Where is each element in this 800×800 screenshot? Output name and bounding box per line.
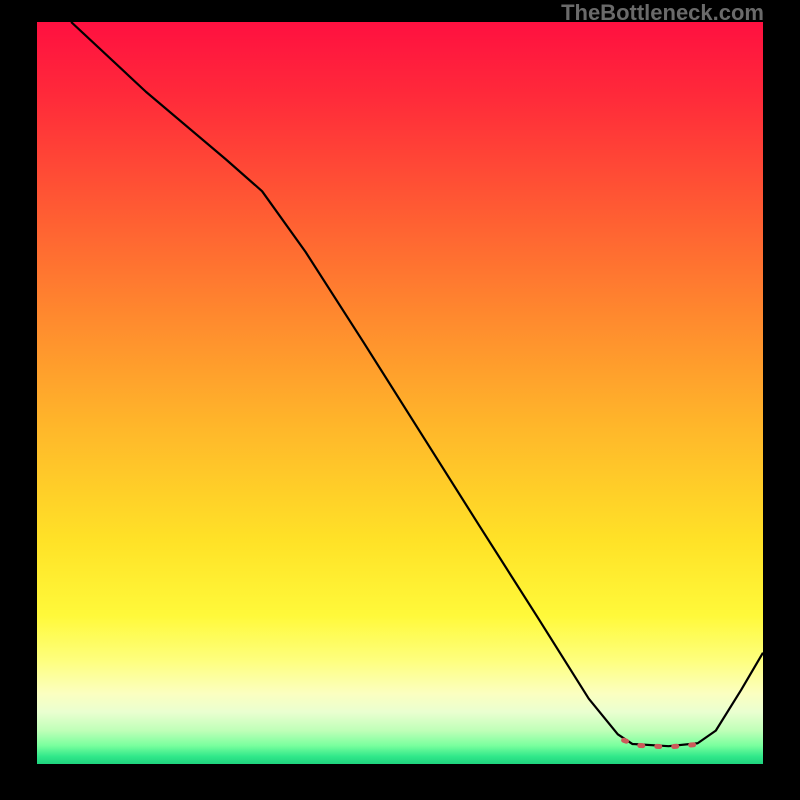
gradient-plot [37, 22, 763, 764]
gradient-background [37, 22, 763, 764]
chart-container: TheBottleneck.com [0, 0, 800, 800]
watermark-text: TheBottleneck.com [561, 0, 764, 26]
plot-area [37, 22, 763, 764]
